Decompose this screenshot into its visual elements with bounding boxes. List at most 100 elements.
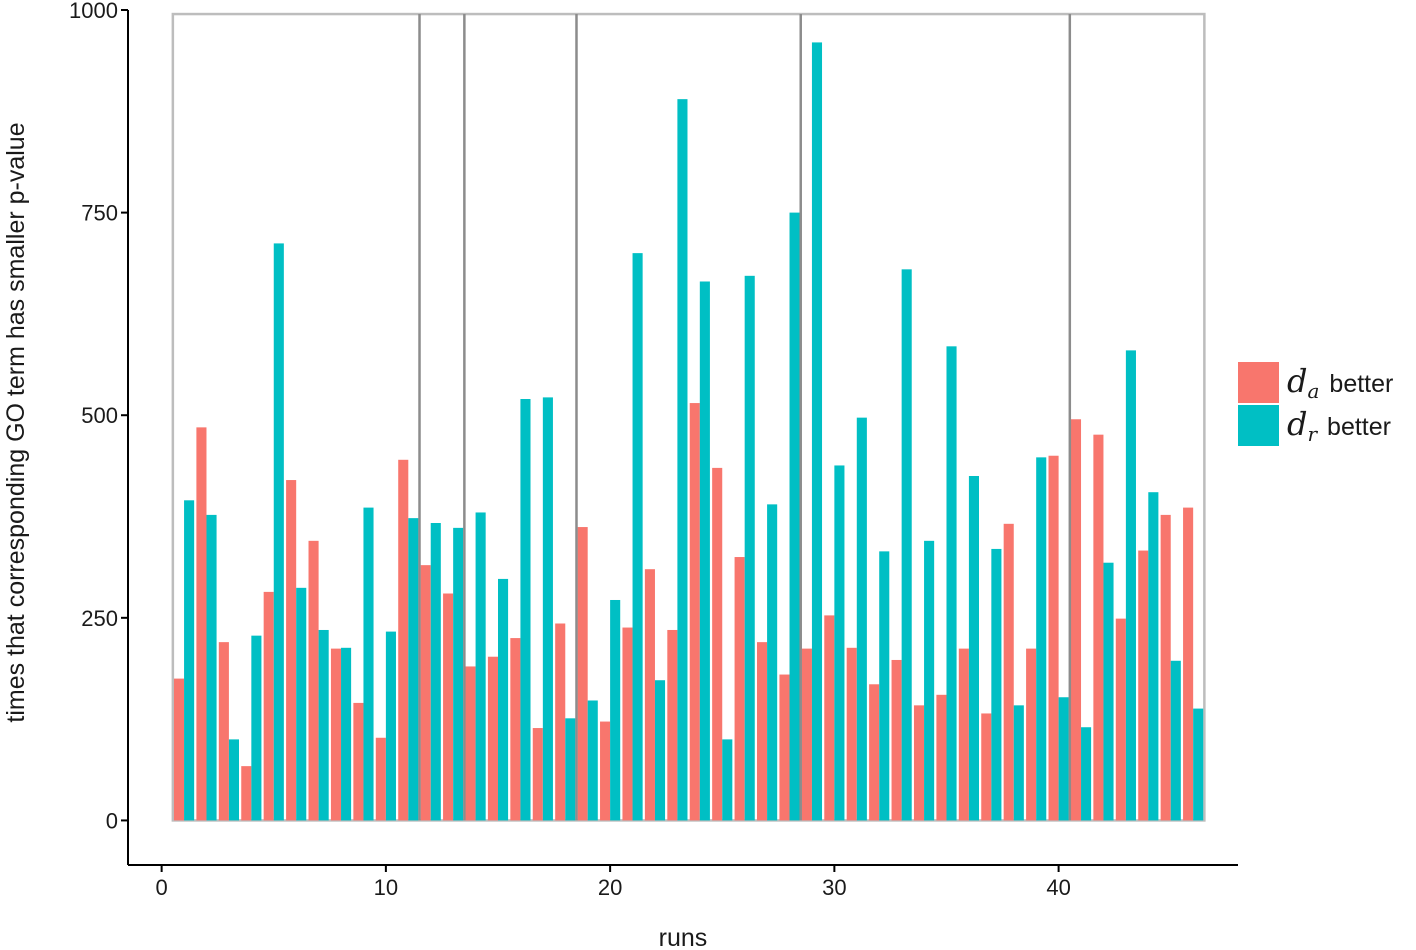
bar-a-run-43	[1115, 618, 1126, 821]
y-tick-label-0: 0	[106, 808, 118, 833]
bar-a-run-37	[981, 713, 992, 821]
bar-a-run-27	[757, 642, 768, 821]
bar-a-run-7	[308, 540, 319, 821]
bar-a-run-32	[869, 684, 880, 821]
bar-a-run-46	[1183, 507, 1194, 821]
bar-r-run-1	[184, 500, 195, 821]
bar-r-run-16	[520, 399, 531, 821]
bar-a-run-25	[712, 467, 723, 821]
bar-a-run-29	[801, 648, 812, 821]
bar-a-run-26	[734, 557, 745, 821]
bar-a-run-24	[689, 403, 700, 821]
bar-a-run-5	[263, 591, 274, 821]
bar-a-run-20	[600, 721, 611, 821]
bar-a-run-15	[487, 656, 498, 821]
bar-r-run-29	[811, 42, 823, 821]
bar-r-run-2	[206, 514, 217, 821]
bar-r-run-43	[1125, 350, 1136, 821]
bar-r-run-15	[498, 578, 509, 821]
bar-a-run-36	[958, 648, 969, 821]
bar-r-run-44	[1148, 492, 1159, 821]
bar-r-run-41	[1081, 727, 1092, 821]
bar-r-run-35	[946, 346, 957, 821]
y-tick-label-250: 250	[81, 606, 118, 631]
bar-r-run-25	[722, 739, 733, 821]
plot-frame-box	[171, 12, 1206, 822]
x-ticks-group: 0 10 20 30 40	[156, 865, 1071, 900]
bar-r-run-46	[1193, 708, 1204, 821]
bar-a-run-40	[1048, 455, 1059, 821]
bar-a-run-17	[532, 728, 543, 821]
bar-a-run-44	[1138, 550, 1149, 821]
bar-r-run-40	[1058, 697, 1069, 821]
bar-r-run-7	[318, 629, 329, 821]
bar-r-run-34	[924, 540, 935, 821]
bar-r-run-24	[699, 281, 710, 821]
bar-a-run-3	[218, 642, 229, 821]
x-axis-title: runs	[659, 924, 708, 950]
bar-r-run-17	[542, 397, 553, 821]
y-tick-label-750: 750	[81, 201, 118, 226]
bar-r-run-28	[789, 212, 800, 821]
bar-r-run-10	[385, 631, 396, 821]
bar-r-run-19	[587, 700, 598, 821]
bar-a-run-41	[1070, 419, 1082, 821]
bar-r-run-32	[879, 551, 890, 821]
bar-a-run-19	[577, 527, 588, 821]
bar-a-run-11	[398, 459, 409, 821]
bar-a-run-39	[1026, 648, 1037, 821]
bar-a-run-8	[330, 648, 342, 821]
bar-r-run-23	[677, 99, 688, 821]
bar-r-run-4	[251, 635, 262, 821]
x-tick-label-40: 40	[1046, 875, 1070, 900]
bar-r-run-13	[453, 527, 464, 821]
legend-swatch-a	[1238, 362, 1279, 403]
bar-r-run-21	[632, 253, 643, 821]
bar-a-run-30	[824, 615, 835, 821]
bar-a-run-34	[913, 705, 925, 821]
bar-a-run-13	[443, 593, 454, 821]
bar-r-run-42	[1103, 562, 1114, 821]
y-tick-label-1000: 1000	[69, 0, 118, 23]
x-tick-label-10: 10	[374, 875, 398, 900]
bar-a-run-33	[891, 659, 902, 821]
bar-r-run-18	[565, 718, 576, 821]
bar-a-run-1	[173, 678, 185, 821]
bar-r-run-3	[228, 739, 239, 821]
x-tick-label-30: 30	[822, 875, 846, 900]
bar-r-run-27	[767, 504, 778, 821]
bar-a-run-6	[286, 480, 297, 821]
bar-a-run-35	[936, 694, 947, 821]
bar-r-run-8	[341, 647, 352, 821]
bar-r-run-36	[968, 475, 979, 821]
bar-r-run-39	[1036, 457, 1047, 821]
legend-swatch-r	[1238, 405, 1279, 446]
bar-a-run-22	[644, 569, 655, 821]
bar-a-run-18	[555, 623, 566, 821]
bar-a-run-16	[510, 638, 521, 821]
bar-a-run-2	[196, 427, 207, 821]
bar-r-run-9	[363, 507, 374, 821]
bar-a-run-4	[241, 766, 252, 821]
bar-r-run-6	[296, 587, 307, 821]
bar-a-run-12	[420, 565, 431, 821]
bar-a-run-21	[622, 627, 633, 821]
bar-r-run-5	[273, 243, 284, 821]
bar-r-run-31	[856, 417, 867, 821]
y-tick-label-500: 500	[81, 403, 118, 428]
bar-r-run-30	[834, 465, 845, 821]
bar-a-run-14	[465, 666, 476, 821]
bar-r-run-38	[1013, 705, 1024, 821]
bar-r-run-37	[991, 548, 1002, 821]
y-axis-title: times that corresponding GO term has sma…	[2, 122, 30, 722]
bar-a-run-23	[667, 629, 678, 821]
bar-a-run-31	[846, 647, 857, 821]
bar-a-run-10	[375, 737, 386, 821]
y-ticks-group: 0 250 500 750 1000	[69, 0, 128, 833]
legend-label-a: da better	[1287, 362, 1393, 403]
vertical-lines-group	[418, 14, 1072, 821]
bar-r-run-45	[1170, 660, 1181, 821]
bar-a-run-42	[1093, 434, 1104, 821]
